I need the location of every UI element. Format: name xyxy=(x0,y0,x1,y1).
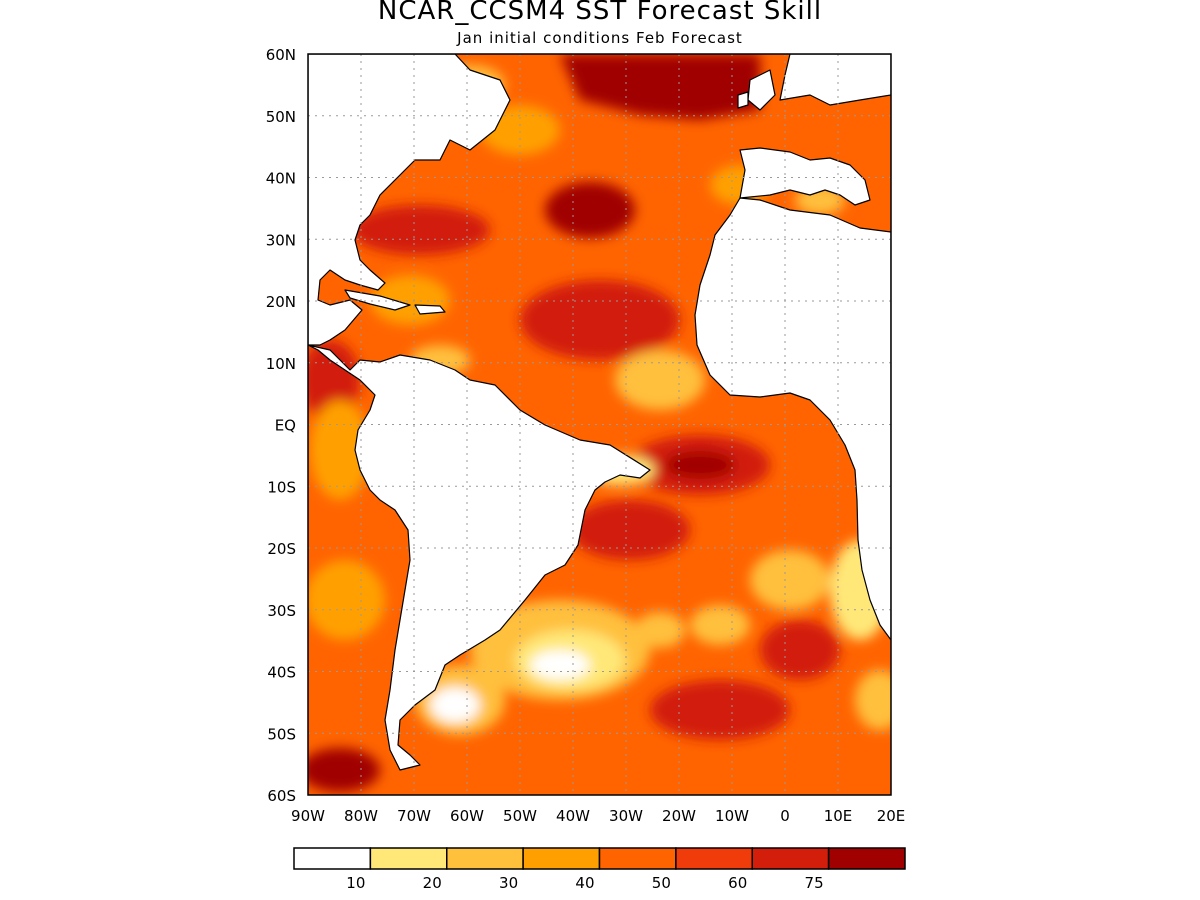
lon-tick-label: 10E xyxy=(824,807,853,825)
lon-tick-label: 30W xyxy=(609,807,643,825)
lat-tick-label: 30S xyxy=(267,602,296,620)
map-gridlines xyxy=(308,54,891,795)
legend-swatch xyxy=(827,847,906,870)
longitude-labels: 90W 80W 70W 60W 50W 40W 30W 20W 10W 0 10E 20E xyxy=(291,807,905,825)
legend-label: 30 xyxy=(499,874,518,892)
lon-tick-label: 40W xyxy=(556,807,590,825)
skill-field xyxy=(308,54,891,795)
legend-label: 10 xyxy=(346,874,365,892)
lon-tick-label: 70W xyxy=(397,807,431,825)
color-legend: 10 20 30 40 50 60 75 xyxy=(293,847,906,892)
legend-swatch xyxy=(675,847,753,870)
map-subtitle: Jan initial conditions Feb Forecast xyxy=(457,29,743,47)
legend-label: 60 xyxy=(728,874,747,892)
lon-tick-label: 20W xyxy=(662,807,696,825)
legend-label: 20 xyxy=(423,874,442,892)
lat-tick-label: 40N xyxy=(266,170,296,188)
lat-tick-label: 40S xyxy=(267,664,296,682)
legend-label: 40 xyxy=(575,874,594,892)
legend-swatch xyxy=(751,847,830,870)
lon-tick-label: 20E xyxy=(877,807,906,825)
map-title: NCAR_CCSM4 SST Forecast Skill xyxy=(377,0,823,26)
lat-tick-label: 10N xyxy=(266,355,296,373)
lon-tick-label: 50W xyxy=(503,807,537,825)
legend-swatch xyxy=(598,847,677,870)
lat-tick-label: 30N xyxy=(266,231,296,249)
lat-tick-label: 60N xyxy=(266,46,296,64)
legend-label: 50 xyxy=(652,874,671,892)
lon-tick-label: 90W xyxy=(291,807,325,825)
legend-swatch xyxy=(369,847,448,870)
lat-tick-label: 20N xyxy=(266,293,296,311)
lat-tick-label: 20S xyxy=(267,540,296,558)
land-masses xyxy=(308,54,891,771)
legend-swatch xyxy=(522,847,601,870)
lon-tick-label: 0 xyxy=(780,807,790,825)
lat-tick-label: 50N xyxy=(266,108,296,126)
legend-swatch xyxy=(446,847,524,870)
legend-label: 75 xyxy=(805,874,824,892)
latitude-labels: 60N 50N 40N 30N 20N 10N EQ 10S 20S 30S 40S 50S 60S xyxy=(266,46,296,805)
lat-tick-label: EQ xyxy=(275,417,296,435)
lat-tick-label: 60S xyxy=(267,787,296,805)
lat-tick-label: 10S xyxy=(267,478,296,496)
lat-tick-label: 50S xyxy=(267,725,296,743)
lon-tick-label: 60W xyxy=(450,807,484,825)
map-frame xyxy=(307,53,892,796)
lon-tick-label: 10W xyxy=(715,807,749,825)
lon-tick-label: 80W xyxy=(344,807,378,825)
legend-swatch xyxy=(293,847,372,870)
